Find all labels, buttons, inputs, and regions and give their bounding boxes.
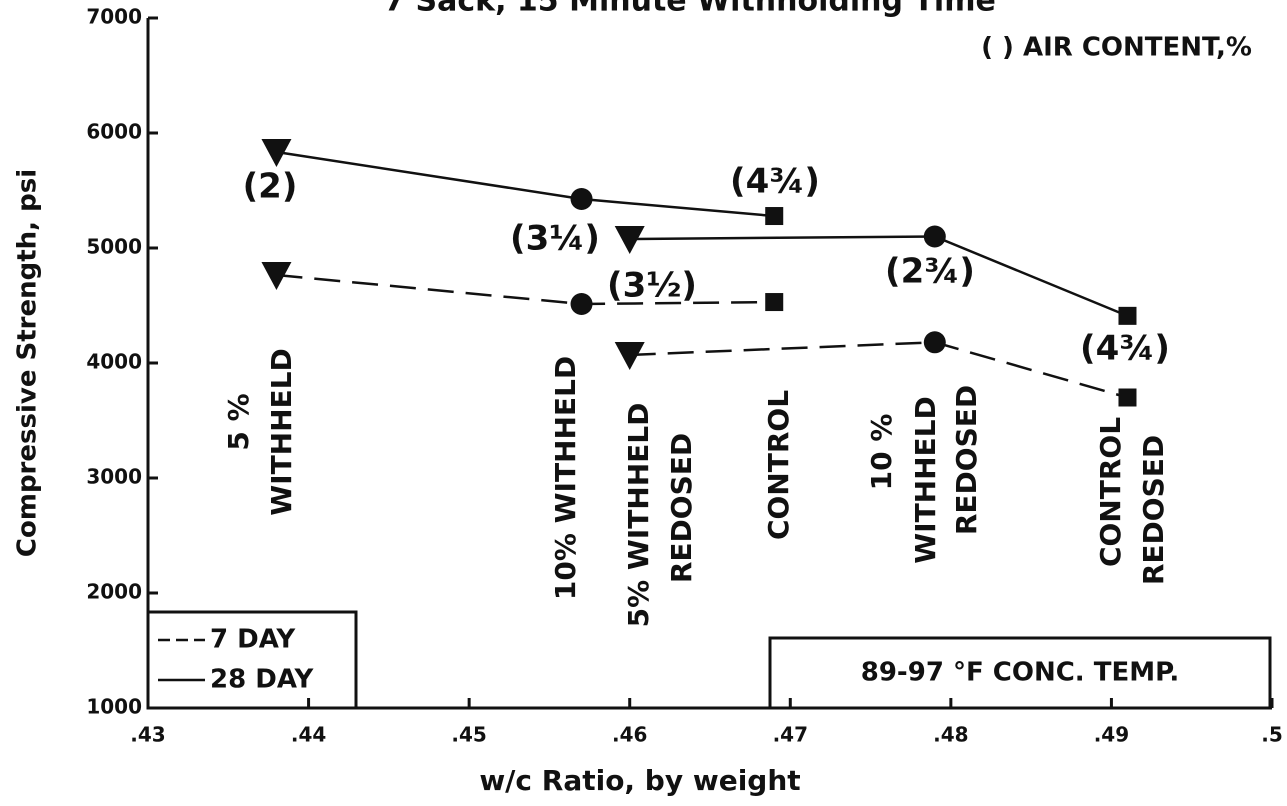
- marker-circle: [923, 331, 946, 354]
- mix-label: CONTROL: [762, 390, 795, 540]
- air-content-label: (3¼): [510, 219, 600, 259]
- mix-label: 5 %: [222, 393, 255, 450]
- mix-label: REDOSED: [665, 433, 698, 583]
- marker-square: [1118, 388, 1137, 407]
- x-tick-label: .47: [773, 723, 808, 747]
- y-tick-label: 4000: [86, 350, 142, 374]
- note-box: [768, 636, 1272, 710]
- x-tick-label: .5: [1261, 723, 1283, 747]
- air-content-label: (3½): [607, 266, 697, 306]
- y-tick-label: 6000: [86, 120, 142, 144]
- x-tick-label: .46: [612, 723, 647, 747]
- mix-label: CONTROL: [1094, 417, 1127, 567]
- y-tick-label: 1000: [86, 695, 142, 719]
- marker-circle: [923, 225, 946, 248]
- marker-square: [765, 207, 784, 226]
- air-content-note: ( ) AIR CONTENT,%: [981, 33, 1252, 63]
- mix-label: 10 %: [865, 414, 898, 491]
- temperature-note: 89-97 °F CONC. TEMP.: [861, 658, 1180, 688]
- mix-label: REDOSED: [950, 385, 983, 535]
- marker-circle: [570, 293, 593, 316]
- y-tick-label: 2000: [86, 580, 142, 604]
- x-tick-label: .45: [451, 723, 486, 747]
- air-content-label: (4¾): [1080, 329, 1170, 369]
- y-axis-label: Compressive Strength, psi: [13, 169, 43, 557]
- marker-triangle: [261, 138, 292, 167]
- mix-label: WITHHELD: [265, 348, 298, 515]
- y-tick-label: 7000: [86, 5, 142, 29]
- x-tick-label: .43: [130, 723, 165, 747]
- y-tick-label: 5000: [86, 235, 142, 259]
- mix-label: 10% WITHHELD: [549, 356, 582, 600]
- marker-circle: [570, 188, 593, 211]
- legend-label: 7 DAY: [210, 625, 296, 655]
- y-tick-label: 3000: [86, 465, 142, 489]
- marker-triangle: [261, 262, 292, 291]
- x-tick-label: .44: [291, 723, 326, 747]
- mix-label: WITHHELD: [909, 396, 942, 563]
- marker-triangle: [614, 341, 645, 370]
- legend-box: [146, 610, 358, 710]
- legend-label: 28 DAY: [210, 665, 314, 695]
- mix-label: REDOSED: [1137, 435, 1170, 585]
- x-axis-label: w/c Ratio, by weight: [479, 764, 800, 797]
- air-content-label: (4¾): [730, 162, 820, 202]
- marker-triangle: [614, 226, 645, 255]
- x-tick-label: .49: [1094, 723, 1129, 747]
- marker-square: [765, 293, 784, 312]
- marker-square: [1118, 306, 1137, 325]
- mix-label: 5% WITHHELD: [622, 403, 655, 628]
- chart-title: 7 Sack, 15 Minute Withholding Time: [384, 0, 996, 19]
- air-content-label: (2¾): [885, 252, 975, 292]
- air-content-label: (2): [243, 167, 298, 207]
- x-tick-label: .48: [933, 723, 968, 747]
